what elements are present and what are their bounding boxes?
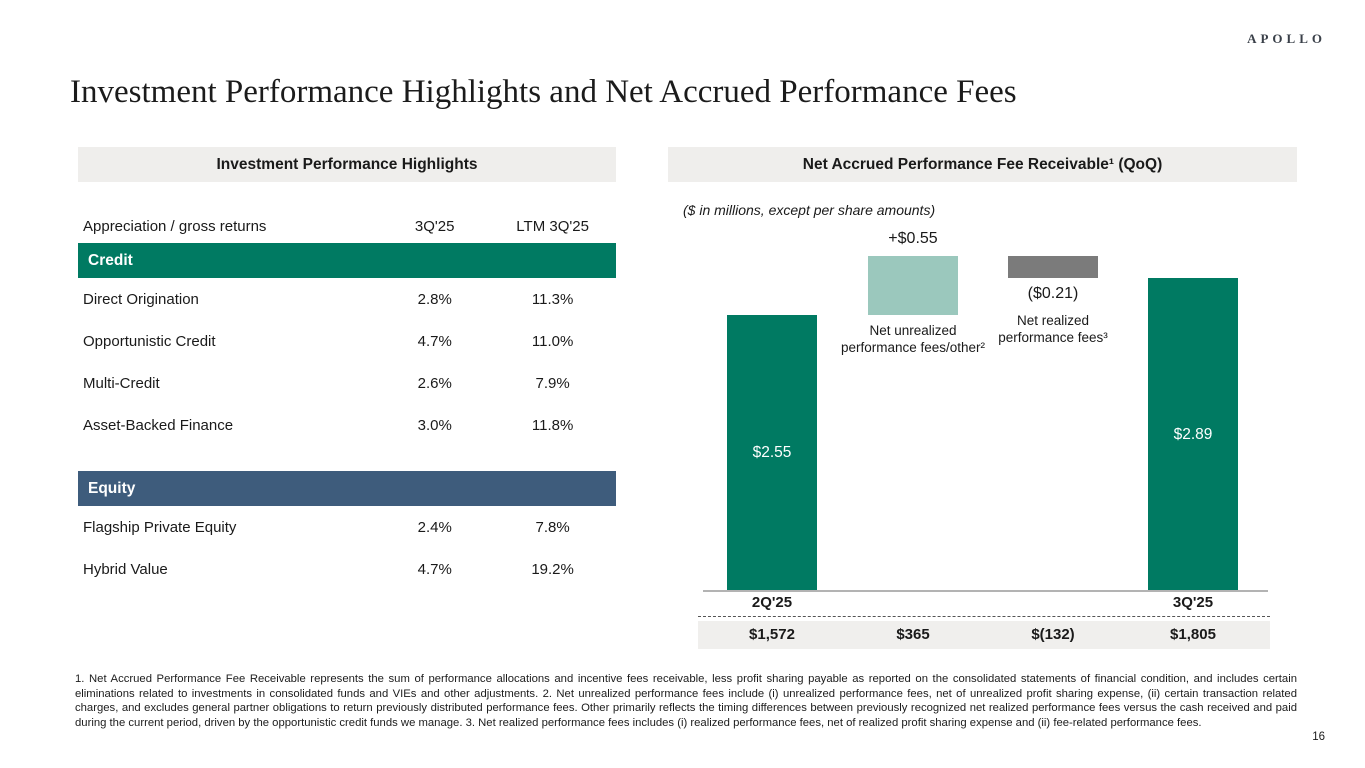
row-label: Flagship Private Equity [83, 518, 237, 536]
apollo-logo: APOLLO [1247, 31, 1326, 46]
axis-label-3q25: 3Q'25 [1172, 594, 1214, 611]
column-ltm-3q25: LTM 3Q'25 [516, 217, 589, 235]
row-label: Direct Origination [83, 290, 199, 308]
table-row: Opportunistic Credit 4.7% 11.0% [78, 320, 616, 362]
column-label: Appreciation / gross returns [83, 217, 267, 235]
left-panel-header: Investment Performance Highlights [78, 147, 616, 182]
row-q-value: 2.6% [417, 374, 452, 392]
dashed-divider [698, 616, 1270, 617]
totals-band [698, 621, 1270, 649]
chart-bar-net-realized [1008, 255, 1098, 279]
table-row: Direct Origination 2.8% 11.3% [78, 278, 616, 320]
row-ltm-value: 7.9% [535, 374, 570, 392]
chart-bar-2q25: $2.55 [727, 315, 817, 591]
chart-bar-3q25: $2.89 [1148, 278, 1238, 591]
table-row: Asset-Backed Finance 3.0% 11.8% [78, 404, 616, 446]
bar-caption-unrealized: Net unrealized performance fees/other² [840, 323, 986, 356]
row-q-value: 4.7% [417, 560, 452, 578]
table-row: Multi-Credit 2.6% 7.9% [78, 362, 616, 404]
row-q-value: 2.8% [417, 290, 452, 308]
total-3q25: $1,805 [1170, 626, 1216, 643]
total-net-realized: $(132) [1031, 626, 1075, 643]
right-panel-header: Net Accrued Performance Fee Receivable¹ … [668, 147, 1297, 182]
bar-value-label-realized: ($0.21) [1027, 285, 1079, 302]
row-ltm-value: 19.2% [531, 560, 574, 578]
section-label: Equity [88, 479, 136, 497]
table-row: Flagship Private Equity 2.4% 7.8% [78, 506, 616, 548]
chart-bar-net-unrealized [868, 255, 958, 316]
column-3q25: 3Q'25 [414, 217, 455, 235]
row-ltm-value: 11.3% [531, 290, 574, 308]
row-ltm-value: 11.0% [531, 332, 574, 350]
page-number: 16 [1312, 731, 1325, 743]
table-row: Hybrid Value 4.7% 19.2% [78, 548, 616, 590]
row-q-value: 4.7% [417, 332, 452, 350]
table-header-row: Appreciation / gross returns 3Q'25 LTM 3… [78, 209, 616, 243]
row-ltm-value: 11.8% [531, 416, 574, 434]
row-label: Opportunistic Credit [83, 332, 216, 350]
section-header-equity: Equity [78, 471, 616, 506]
section-header-credit: Credit [78, 243, 616, 278]
footnotes: 1. Net Accrued Performance Fee Receivabl… [75, 673, 1297, 730]
row-q-value: 3.0% [417, 416, 452, 434]
total-net-unrealized: $365 [896, 626, 930, 643]
page-title: Investment Performance Highlights and Ne… [70, 74, 1017, 111]
section-label: Credit [88, 251, 133, 269]
chart-baseline [703, 590, 1268, 592]
units-note: ($ in millions, except per share amounts… [683, 202, 936, 218]
row-label: Hybrid Value [83, 560, 168, 578]
bar-value-label: $2.55 [752, 444, 792, 462]
row-label: Multi-Credit [83, 374, 160, 392]
row-q-value: 2.4% [417, 518, 452, 536]
bar-value-label: $2.89 [1173, 425, 1213, 443]
performance-table: Appreciation / gross returns 3Q'25 LTM 3… [78, 209, 616, 590]
axis-label-2q25: 2Q'25 [751, 594, 793, 611]
row-ltm-value: 7.8% [535, 518, 570, 536]
row-label: Asset-Backed Finance [83, 416, 234, 434]
bar-value-label-unrealized: +$0.55 [888, 230, 938, 247]
bar-caption-realized: Net realized performance fees³ [998, 313, 1108, 346]
total-2q25: $1,572 [749, 626, 795, 643]
